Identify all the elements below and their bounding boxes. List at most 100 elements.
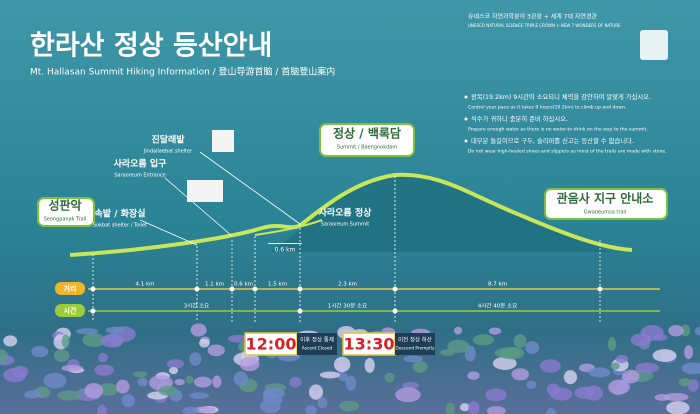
flower <box>189 392 210 400</box>
place-name: 속밭 / 화장실 <box>95 208 146 220</box>
distance-value: 0.6 km <box>234 282 253 288</box>
flower <box>97 383 119 396</box>
flower <box>94 364 115 376</box>
flower-field <box>0 323 700 414</box>
place-box <box>37 197 95 227</box>
flower <box>338 372 349 382</box>
flower <box>694 327 700 336</box>
note-english: Control your pace as it takes 9 hours(19… <box>468 105 626 111</box>
flower <box>168 366 179 375</box>
flower <box>43 372 67 389</box>
flower <box>158 385 178 396</box>
mountain <box>270 172 610 252</box>
flower <box>610 362 620 370</box>
flower <box>260 398 281 414</box>
flower <box>488 327 502 335</box>
flower <box>511 368 529 381</box>
place-photo <box>212 130 234 152</box>
place-box <box>319 123 415 157</box>
time-tick <box>392 308 398 314</box>
branch-line <box>268 243 302 244</box>
note-bullet <box>464 139 468 143</box>
flower <box>289 377 302 388</box>
flower <box>97 353 108 363</box>
flower <box>607 336 617 352</box>
closure-english: Ascent Closed <box>302 346 333 352</box>
flower <box>57 390 82 401</box>
flower <box>453 326 463 335</box>
flower <box>84 382 104 399</box>
flower <box>668 324 684 337</box>
place-name: 사라오름 입구 <box>114 158 167 170</box>
flower <box>190 323 207 337</box>
flower <box>233 371 248 387</box>
flower <box>549 387 573 401</box>
flower <box>75 328 99 335</box>
flower <box>459 403 470 412</box>
title: 한라산 정상 등산안내 <box>30 31 272 62</box>
flower <box>317 397 328 409</box>
flower <box>563 370 578 385</box>
flower <box>100 334 124 348</box>
flower <box>53 349 70 362</box>
flower <box>319 371 341 379</box>
closure-note-box <box>395 333 435 355</box>
flower <box>137 377 148 387</box>
flower <box>166 359 185 369</box>
flower <box>681 362 700 375</box>
flower <box>468 401 480 414</box>
flower <box>447 339 470 353</box>
flower <box>384 372 395 383</box>
flower <box>61 334 70 348</box>
note-korean: 식수가 귀하니 충분히 준비 하십시오. <box>471 114 568 123</box>
flower <box>622 369 640 384</box>
place-photo <box>187 180 223 202</box>
flower <box>24 390 41 399</box>
distance-tick <box>229 286 235 292</box>
flower <box>494 347 521 359</box>
distance-value: 1.1 km <box>205 282 224 288</box>
place-english: Saraoreum Entrance <box>114 173 165 179</box>
branch-trail <box>254 219 323 236</box>
time-value: 3시간 소요 <box>184 302 210 310</box>
flower <box>12 365 29 378</box>
flower <box>445 402 456 414</box>
closure-korean: 이후 정상 통제 <box>300 336 334 344</box>
distance-value: 2.3 km <box>338 282 357 288</box>
pointer-line <box>139 219 198 246</box>
distance-tick <box>252 286 258 292</box>
place-box <box>544 188 668 220</box>
flower <box>61 364 84 372</box>
flower <box>305 405 317 414</box>
place-name: 성판악 <box>48 198 81 213</box>
flower <box>395 387 421 403</box>
pointer-line <box>164 177 233 237</box>
place-english: Saraoreum Summit <box>321 222 370 228</box>
flower <box>472 334 495 346</box>
distance-value: 1.5 km <box>268 282 287 288</box>
badge-english: UNESCO NATURAL SCIENCE TRIPLE CROWN + NE… <box>468 23 621 28</box>
distance-tick <box>297 286 303 292</box>
time-tick <box>90 308 96 314</box>
flower <box>666 401 690 414</box>
flower <box>339 400 360 412</box>
flower <box>574 386 595 399</box>
flower <box>207 344 225 357</box>
place-name: 관음사 지구 안내소 <box>557 191 654 206</box>
flower <box>189 352 202 366</box>
flower <box>467 371 480 380</box>
flower <box>193 376 212 388</box>
flower <box>97 404 107 414</box>
flower <box>121 394 135 408</box>
flower <box>308 384 324 400</box>
distance-value: 4.1 km <box>135 282 154 288</box>
branch-distance: 0.6 km <box>275 247 296 254</box>
flower <box>540 359 561 373</box>
flower <box>345 375 357 391</box>
flower <box>262 389 274 404</box>
note-english: Prepare enough water as there is no wate… <box>468 127 648 133</box>
flower <box>680 324 691 337</box>
distance-value: 8.7 km <box>488 282 507 288</box>
flower <box>3 335 18 347</box>
